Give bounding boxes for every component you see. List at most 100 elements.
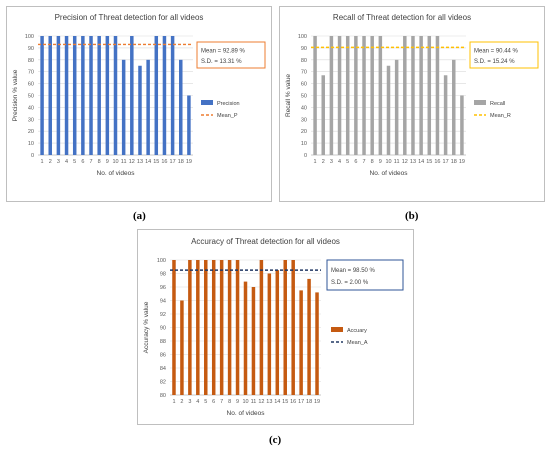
bar	[354, 36, 358, 155]
bar	[419, 36, 423, 155]
subfigure-label-c: (c)	[269, 434, 282, 446]
x-tick-label: 8	[228, 399, 231, 405]
bar	[196, 260, 200, 395]
y-tick-label: 50	[301, 94, 307, 100]
bar	[121, 59, 126, 155]
bar	[187, 95, 191, 155]
x-tick-label: 4	[338, 159, 341, 165]
legend-label-series: Recall	[490, 101, 505, 107]
x-tick-label: 6	[212, 399, 215, 405]
x-tick-label: 17	[443, 159, 449, 165]
y-tick-label: 70	[28, 70, 34, 76]
chart-title: Precision of Threat detection for all vi…	[55, 13, 204, 22]
y-tick-label: 80	[160, 393, 166, 399]
y-tick-label: 92	[160, 312, 166, 318]
x-tick-label: 17	[298, 399, 304, 405]
y-tick-label: 20	[28, 129, 34, 135]
bar	[321, 75, 325, 155]
x-tick-label: 11	[394, 159, 400, 165]
x-tick-label: 1	[314, 159, 317, 165]
x-tick-label: 3	[330, 159, 333, 165]
x-axis-label: No. of videos	[370, 170, 409, 177]
x-tick-label: 10	[112, 159, 118, 165]
bar	[275, 270, 280, 395]
bar	[386, 65, 391, 155]
stats-sd-text: S.D. = 15.24 %	[474, 59, 515, 65]
x-tick-label: 6	[354, 159, 357, 165]
bar	[235, 260, 240, 395]
y-tick-label: 96	[160, 285, 166, 291]
y-tick-label: 20	[301, 129, 307, 135]
legend-label-mean: Mean_R	[490, 113, 511, 119]
subfigure-label-a: (a)	[133, 210, 146, 222]
bar	[146, 59, 150, 155]
y-tick-label: 10	[301, 141, 307, 147]
bar	[403, 36, 407, 155]
y-tick-label: 0	[31, 153, 34, 159]
y-tick-label: 84	[160, 366, 166, 372]
legend-swatch-bar	[474, 100, 486, 105]
x-tick-label: 13	[137, 159, 143, 165]
stats-mean-text: Mean = 92.89 %	[201, 48, 246, 54]
bar	[227, 260, 232, 395]
y-tick-label: 60	[301, 82, 307, 88]
bar	[204, 260, 208, 395]
bar	[72, 36, 77, 155]
stats-box	[469, 41, 539, 69]
y-tick-label: 90	[160, 326, 166, 332]
x-tick-label: 10	[385, 159, 391, 165]
x-tick-label: 1	[41, 159, 44, 165]
x-tick-label: 4	[196, 399, 199, 405]
x-tick-label: 7	[89, 159, 92, 165]
stats-sd-text: S.D. = 13.31 %	[201, 59, 242, 65]
x-axis-label: No. of videos	[97, 170, 136, 177]
bar	[329, 36, 334, 155]
bar	[97, 36, 101, 155]
stats-mean-text: Mean = 98.50 %	[331, 268, 376, 274]
chart-title: Accuracy of Threat detection for all vid…	[191, 237, 340, 246]
y-tick-label: 80	[301, 58, 307, 64]
chart-b: Recall of Threat detection for all video…	[285, 13, 539, 177]
x-tick-label: 11	[251, 399, 257, 405]
x-tick-label: 16	[434, 159, 440, 165]
x-tick-label: 4	[65, 159, 68, 165]
x-tick-label: 19	[459, 159, 465, 165]
x-tick-label: 5	[346, 159, 349, 165]
x-tick-label: 2	[49, 159, 52, 165]
y-tick-label: 70	[301, 70, 307, 76]
y-tick-label: 100	[25, 34, 34, 40]
y-tick-label: 30	[301, 117, 307, 123]
x-tick-label: 16	[290, 399, 296, 405]
y-tick-label: 94	[160, 299, 166, 305]
bar	[113, 36, 118, 155]
bar	[81, 36, 85, 155]
x-tick-label: 2	[322, 159, 325, 165]
y-tick-label: 100	[298, 34, 307, 40]
y-tick-label: 98	[160, 272, 166, 278]
stats-mean-text: Mean = 90.44 %	[474, 48, 519, 54]
y-tick-label: 90	[301, 46, 307, 52]
y-tick-label: 82	[160, 380, 166, 386]
x-tick-label: 18	[451, 159, 457, 165]
y-tick-label: 0	[304, 153, 307, 159]
x-tick-label: 15	[426, 159, 432, 165]
x-tick-label: 2	[180, 399, 183, 405]
y-tick-label: 30	[28, 117, 34, 123]
x-tick-label: 7	[362, 159, 365, 165]
bar	[243, 281, 248, 395]
bar	[40, 36, 44, 155]
bar	[435, 36, 440, 155]
x-tick-label: 13	[410, 159, 416, 165]
bar	[64, 36, 69, 155]
y-tick-label: 40	[301, 105, 307, 111]
bar	[378, 36, 383, 155]
bar	[411, 36, 415, 155]
chart-c: Accuracy of Threat detection for all vid…	[143, 237, 404, 417]
bar	[56, 36, 61, 155]
bar	[313, 36, 317, 155]
x-tick-label: 3	[57, 159, 60, 165]
x-tick-label: 15	[282, 399, 288, 405]
x-tick-label: 9	[236, 399, 239, 405]
legend-swatch-bar	[331, 327, 343, 332]
x-tick-label: 13	[266, 399, 272, 405]
